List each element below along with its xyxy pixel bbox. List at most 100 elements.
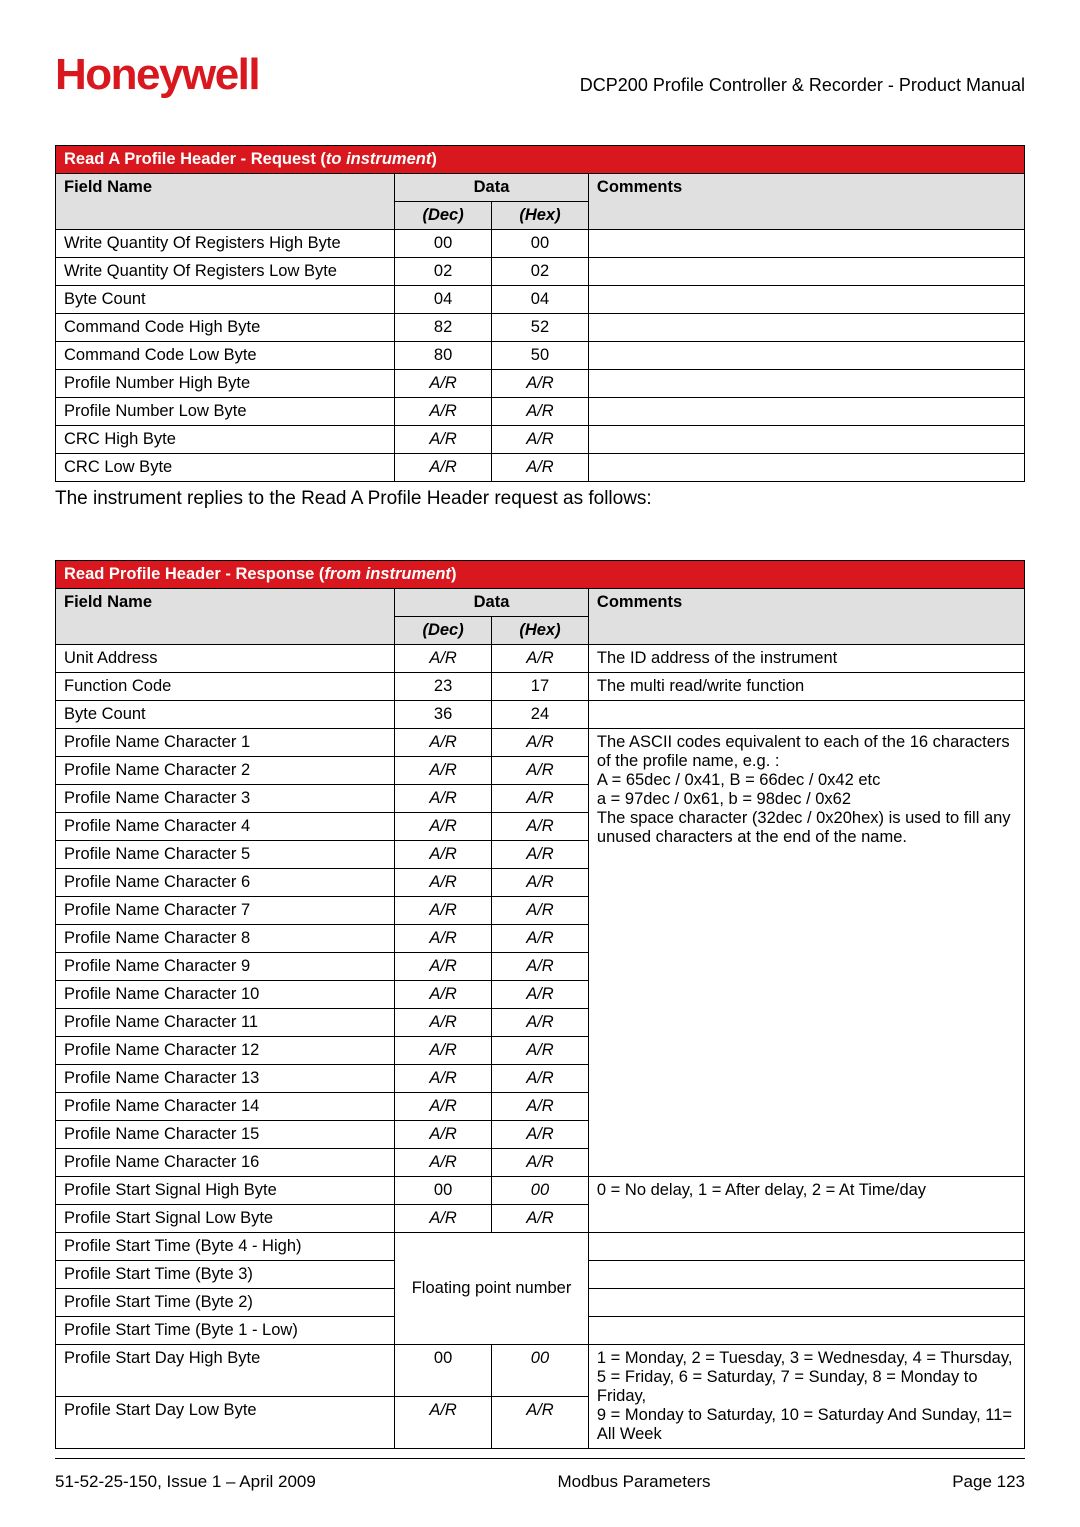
cell-comment: [588, 342, 1024, 370]
cell-comment: 0 = No delay, 1 = After delay, 2 = At Ti…: [588, 1177, 1024, 1233]
title-post: ): [451, 565, 457, 583]
cell-hex: A/R: [492, 398, 589, 426]
title-ital: from instrument: [324, 565, 451, 583]
cell-dec: A/R: [395, 1149, 492, 1177]
cell-name: Write Quantity Of Registers High Byte: [56, 230, 395, 258]
cell-name: Profile Start Day Low Byte: [56, 1397, 395, 1449]
table-title-row: Read Profile Header - Response (from ins…: [56, 561, 1025, 589]
col-dec: (Dec): [395, 202, 492, 230]
col-field: Field Name: [56, 589, 395, 645]
cell-hex: 00: [492, 1345, 589, 1397]
cell-dec: A/R: [395, 813, 492, 841]
table-row: Byte Count0404: [56, 286, 1025, 314]
cell-comment: [588, 258, 1024, 286]
cell-name: Profile Name Character 2: [56, 757, 395, 785]
cell-comment: [588, 286, 1024, 314]
cell-name: Profile Name Character 5: [56, 841, 395, 869]
cell-dec: 04: [395, 286, 492, 314]
table-row: Profile Name Character 1A/RA/RThe ASCII …: [56, 729, 1025, 757]
cell-hex: A/R: [492, 426, 589, 454]
cell-hex: 04: [492, 286, 589, 314]
cell-hex: 00: [492, 1177, 589, 1205]
cell-hex: A/R: [492, 981, 589, 1009]
cell-dec: 80: [395, 342, 492, 370]
cell-comment: The ID address of the instrument: [588, 645, 1024, 673]
table-row: Command Code Low Byte8050: [56, 342, 1025, 370]
cell-name: Profile Name Character 14: [56, 1093, 395, 1121]
cell-hex: A/R: [492, 953, 589, 981]
cell-name: Profile Name Character 4: [56, 813, 395, 841]
cell-hex: 00: [492, 230, 589, 258]
cell-hex: 52: [492, 314, 589, 342]
cell-name: Profile Start Time (Byte 1 - Low): [56, 1317, 395, 1345]
table-row: Profile Number High ByteA/RA/R: [56, 370, 1025, 398]
cell-dec: A/R: [395, 454, 492, 482]
cell-comment: [588, 426, 1024, 454]
table-row: CRC Low ByteA/RA/R: [56, 454, 1025, 482]
cell-hex: A/R: [492, 645, 589, 673]
cell-hex: A/R: [492, 729, 589, 757]
cell-name: Profile Start Signal High Byte: [56, 1177, 395, 1205]
cell-name: CRC High Byte: [56, 426, 395, 454]
col-data: Data: [395, 174, 589, 202]
cell-dec: A/R: [395, 981, 492, 1009]
cell-dec: A/R: [395, 729, 492, 757]
cell-dec: A/R: [395, 426, 492, 454]
cell-dec: A/R: [395, 953, 492, 981]
cell-comment: 1 = Monday, 2 = Tuesday, 3 = Wednesday, …: [588, 1345, 1024, 1449]
table-title-row: Read A Profile Header - Request (to inst…: [56, 146, 1025, 174]
cell-comment: [588, 1289, 1024, 1317]
cell-hex: A/R: [492, 841, 589, 869]
cell-dec: 36: [395, 701, 492, 729]
cell-dec: 00: [395, 1177, 492, 1205]
cell-comment: [588, 398, 1024, 426]
cell-hex: A/R: [492, 1009, 589, 1037]
cell-dec: A/R: [395, 785, 492, 813]
cell-comment: [588, 314, 1024, 342]
cell-dec: A/R: [395, 1121, 492, 1149]
cell-name: Profile Name Character 10: [56, 981, 395, 1009]
cell-dec: 02: [395, 258, 492, 286]
footer-left: 51-52-25-150, Issue 1 – April 2009: [55, 1472, 316, 1492]
cell-name: Profile Number Low Byte: [56, 398, 395, 426]
cell-name: Byte Count: [56, 701, 395, 729]
cell-name: Profile Name Character 8: [56, 925, 395, 953]
cell-dec: A/R: [395, 370, 492, 398]
cell-comment: [588, 370, 1024, 398]
title-ital: to instrument: [326, 150, 431, 168]
table-row: CRC High ByteA/RA/R: [56, 426, 1025, 454]
cell-hex: A/R: [492, 1397, 589, 1449]
col-field: Field Name: [56, 174, 395, 230]
cell-comment: [588, 701, 1024, 729]
cell-name: CRC Low Byte: [56, 454, 395, 482]
cell-dec: 00: [395, 230, 492, 258]
cell-hex: A/R: [492, 1037, 589, 1065]
cell-comment: The ASCII codes equivalent to each of th…: [588, 729, 1024, 1177]
cell-name: Profile Start Time (Byte 4 - High): [56, 1233, 395, 1261]
table-header-row: Field Name Data Comments: [56, 174, 1025, 202]
cell-comment: [588, 454, 1024, 482]
footer-divider: [55, 1458, 1025, 1459]
cell-dec: A/R: [395, 757, 492, 785]
footer-center: Modbus Parameters: [557, 1472, 710, 1492]
table-title: Read Profile Header - Response (from ins…: [56, 561, 1025, 589]
cell-comment: [588, 1233, 1024, 1261]
col-comments: Comments: [588, 174, 1024, 230]
table-row: Profile Number Low ByteA/RA/R: [56, 398, 1025, 426]
footer-right: Page 123: [952, 1472, 1025, 1492]
table-header-row: Field Name Data Comments: [56, 589, 1025, 617]
cell-dec: A/R: [395, 925, 492, 953]
cell-name: Write Quantity Of Registers Low Byte: [56, 258, 395, 286]
cell-hex: A/R: [492, 454, 589, 482]
cell-name: Profile Name Character 7: [56, 897, 395, 925]
cell-name: Unit Address: [56, 645, 395, 673]
response-table: Read Profile Header - Response (from ins…: [55, 560, 1025, 1449]
cell-name: Profile Name Character 12: [56, 1037, 395, 1065]
cell-dec: A/R: [395, 897, 492, 925]
cell-dec: A/R: [395, 1009, 492, 1037]
cell-name: Profile Start Day High Byte: [56, 1345, 395, 1397]
table-row: Write Quantity Of Registers High Byte000…: [56, 230, 1025, 258]
cell-dec: 23: [395, 673, 492, 701]
cell-dec: A/R: [395, 869, 492, 897]
table-title: Read A Profile Header - Request (to inst…: [56, 146, 1025, 174]
